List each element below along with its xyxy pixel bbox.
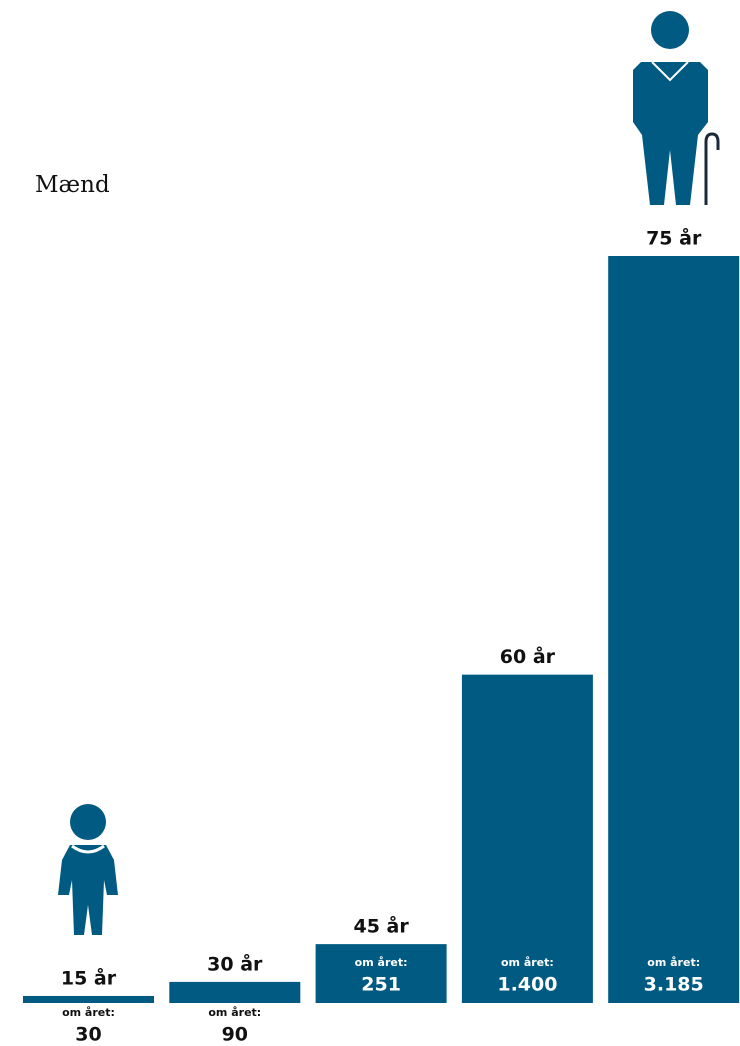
value-label: 251	[361, 974, 401, 996]
value-prefix: om året:	[62, 1006, 115, 1019]
child-icon	[58, 804, 118, 935]
value-label: 1.400	[497, 974, 557, 996]
value-prefix: om året:	[355, 956, 408, 969]
value-prefix: om året:	[647, 956, 700, 969]
chart-title: Mænd	[35, 172, 110, 198]
elderly-icon	[633, 11, 720, 205]
category-label: 30 år	[207, 951, 263, 975]
bar	[608, 256, 740, 1003]
bar	[315, 944, 447, 1003]
bar	[461, 674, 593, 1003]
category-label: 45 år	[353, 914, 409, 938]
value-label: 30	[75, 1024, 101, 1046]
value-label: 3.185	[644, 974, 704, 996]
category-label: 15 år	[61, 965, 117, 989]
bar	[23, 995, 154, 1003]
value-prefix: om året:	[501, 956, 554, 969]
category-label: 75 år	[646, 226, 702, 250]
value-prefix: om året:	[208, 1006, 261, 1019]
value-label: 90	[222, 1024, 248, 1046]
category-label: 60 år	[500, 644, 556, 668]
bar	[169, 981, 301, 1003]
